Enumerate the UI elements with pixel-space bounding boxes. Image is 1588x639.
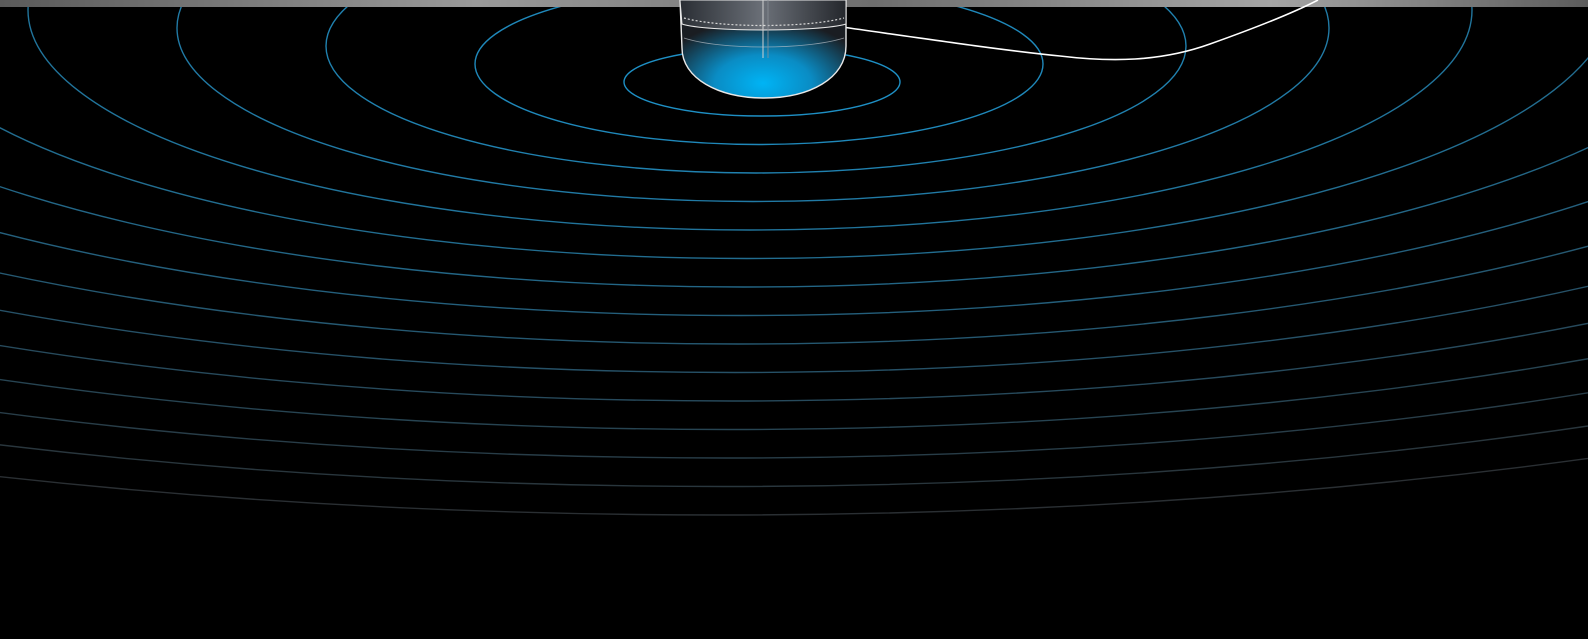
sonar-ring [0, 425, 1588, 488]
sonar-ring [325, 0, 1187, 174]
sonar-ring [0, 146, 1588, 288]
sonar-ring [0, 392, 1588, 459]
sonar-ring [474, 0, 1044, 146]
sonar-ring [0, 56, 1588, 260]
transducer-icon [679, 0, 847, 99]
sonar-ring [0, 200, 1588, 317]
sonar-ring [0, 285, 1588, 374]
sonar-ring [0, 322, 1588, 402]
sonar-ring [27, 0, 1473, 231]
sonar-ring [176, 0, 1330, 203]
transducer-cable [841, 0, 1319, 61]
sonar-ring [0, 358, 1588, 431]
sonar-ring [0, 245, 1588, 345]
sonar-rings [0, 0, 1588, 516]
sonar-ring [0, 457, 1588, 516]
